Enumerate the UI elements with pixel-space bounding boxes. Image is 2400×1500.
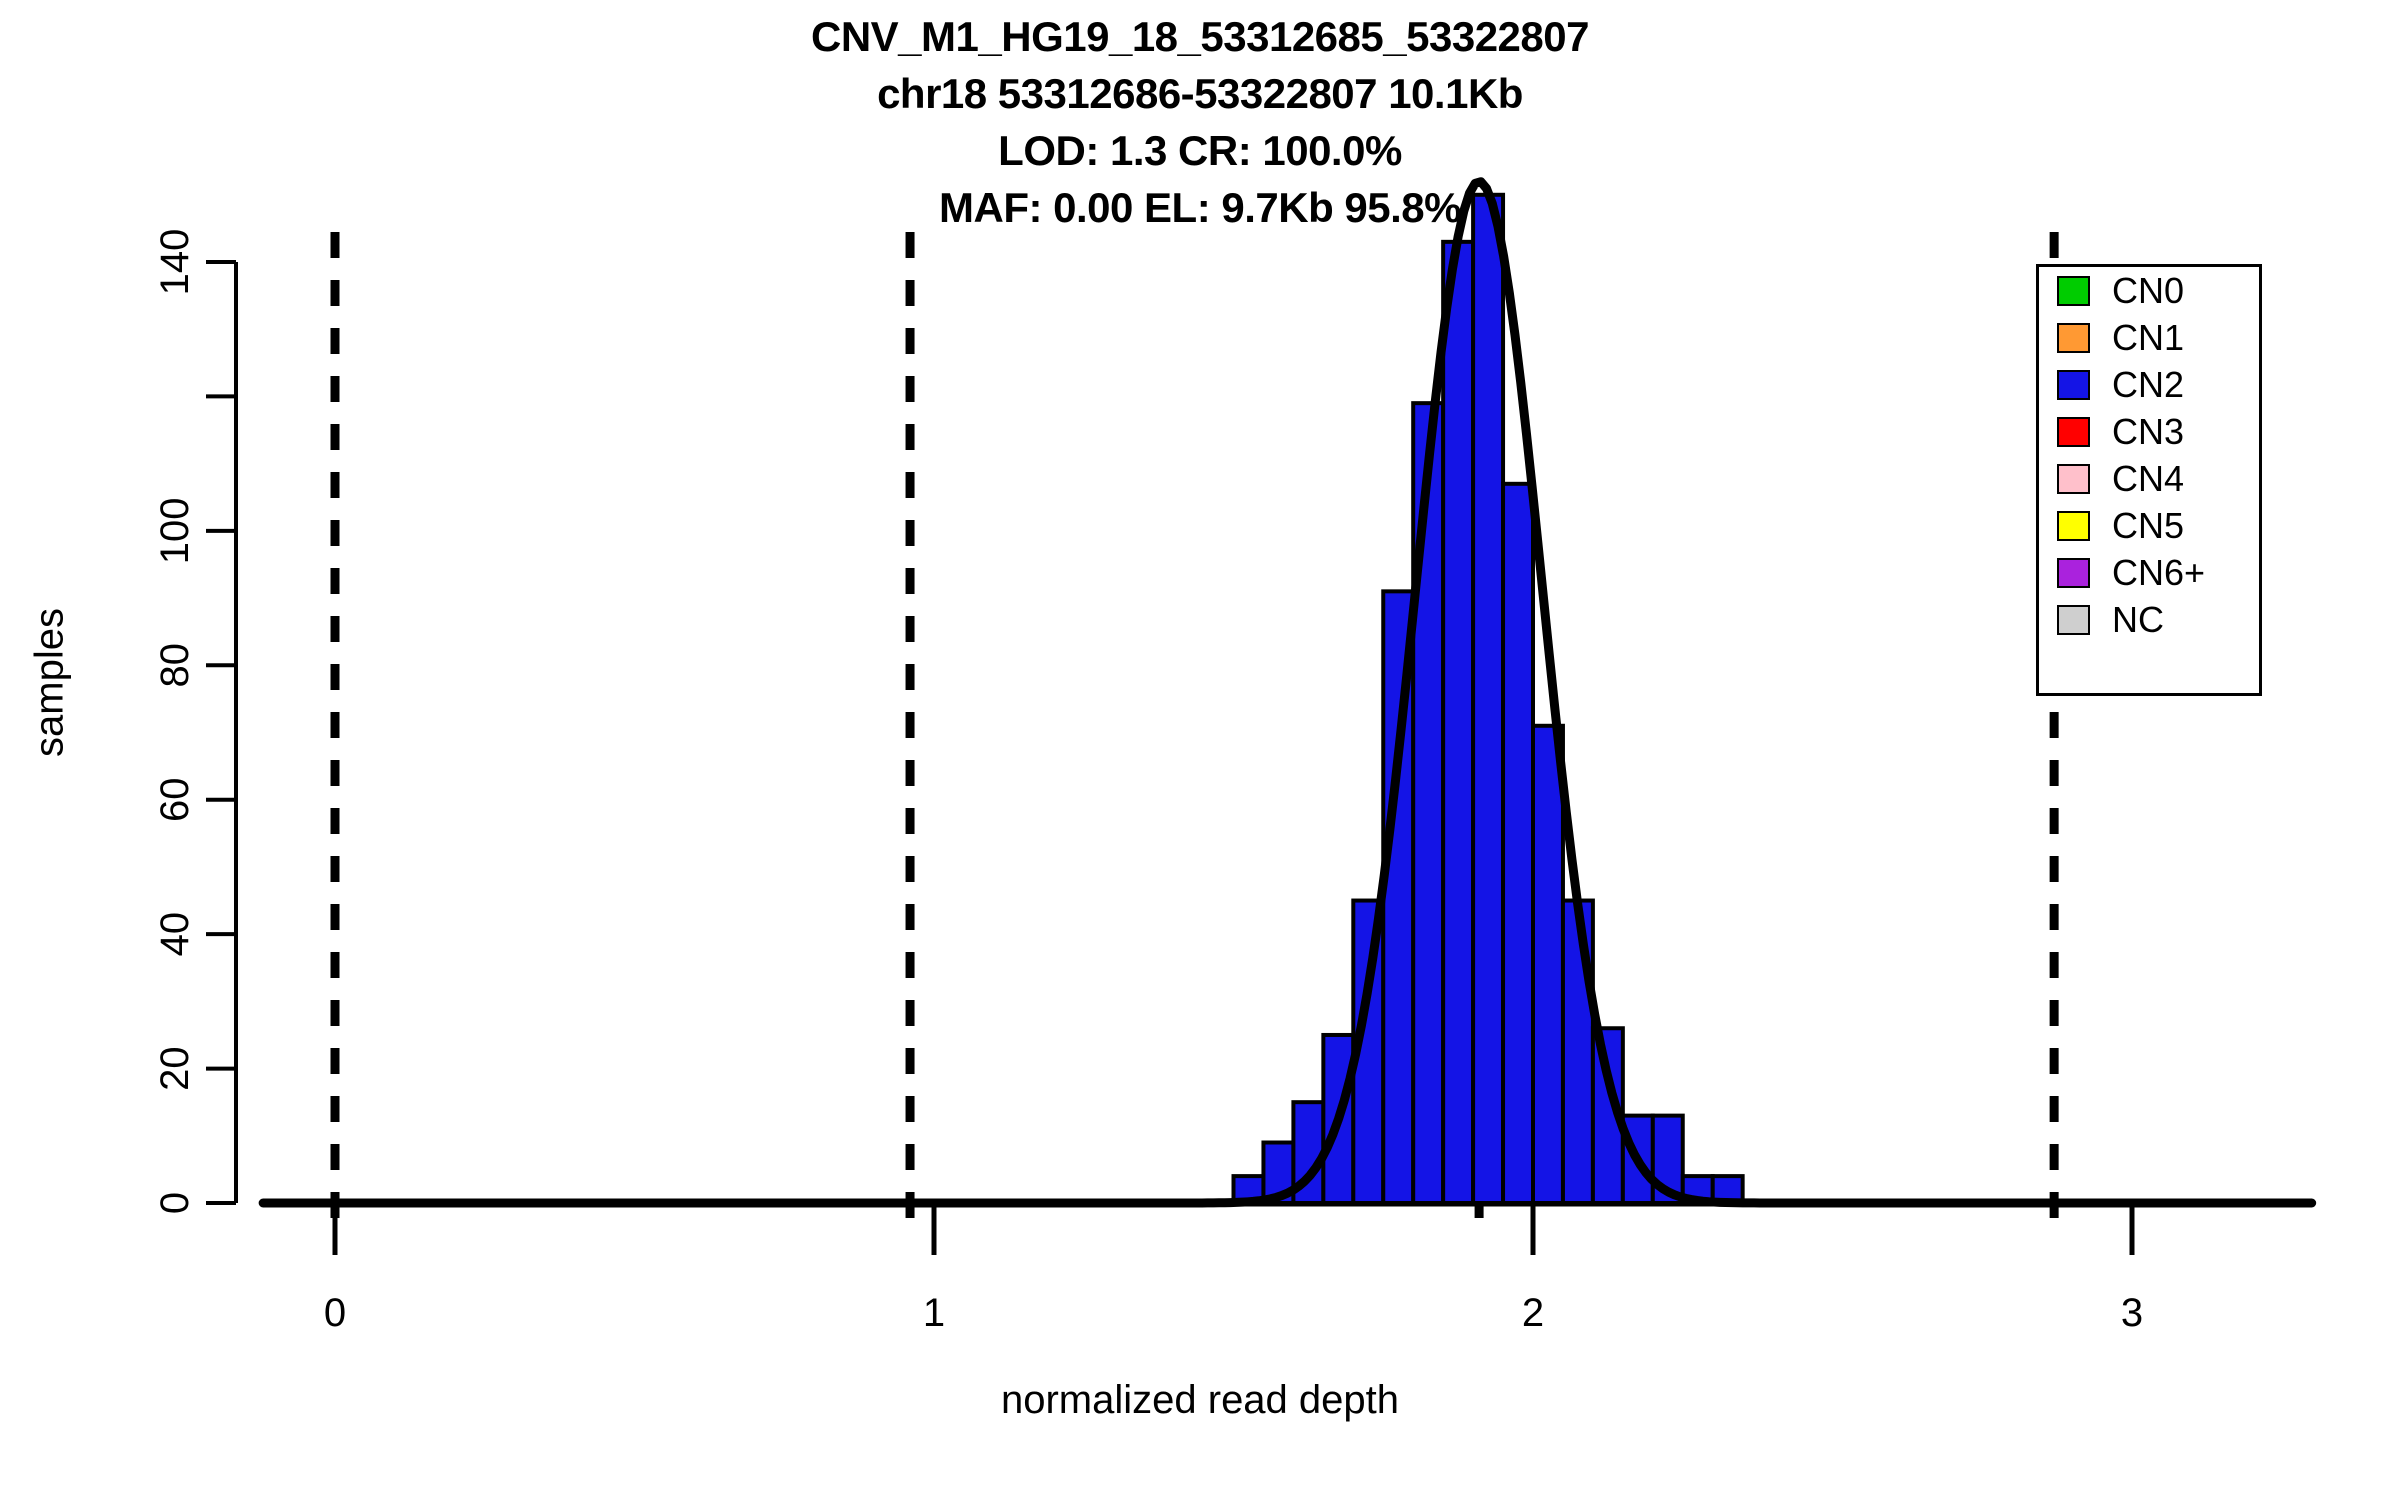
y-tick-label: 100 [153,497,197,564]
histogram-bars [1231,192,1745,1206]
legend-item-cn1: CN1 [2039,314,2259,361]
legend-item-cn3: CN3 [2039,408,2259,455]
histogram-bar [1471,192,1506,1206]
y-tick-label: 40 [153,912,197,957]
legend-label: CN1 [2112,316,2185,358]
legend-label: CN2 [2112,363,2185,405]
legend-item-cn2: CN2 [2039,361,2259,408]
plot-title-block: CNV_M1_HG19_18_53312685_53322807 chr18 5… [0,8,2400,236]
title-line-4: MAF: 0.00 EL: 9.7Kb 95.8% [939,184,1462,231]
x-tick-label: 0 [324,1291,346,1335]
legend-item-nc: NC [2039,596,2259,643]
title-line-3: LOD: 1.3 CR: 100.0% [998,127,1402,174]
legend-item-cn4: CN4 [2039,455,2259,502]
legend-swatch-icon [2057,322,2090,353]
legend-label: CN0 [2112,269,2185,311]
legend: CN0 CN1 CN2 CN3 CN4 CN5 CN6+ NC [2036,264,2262,696]
legend-label: NC [2112,598,2164,640]
x-tick-label: 3 [2121,1291,2143,1335]
title-line-1: CNV_M1_HG19_18_53312685_53322807 [811,13,1589,60]
x-axis-label: normalized read depth [1000,1378,1400,1422]
fitted-density-curve [258,177,2317,1208]
legend-swatch-icon [2057,463,2090,494]
x-tick-label: 2 [1522,1291,1544,1335]
legend-item-cn6plus: CN6+ [2039,549,2259,596]
legend-swatch-icon [2057,510,2090,541]
legend-item-cn0: CN0 [2039,267,2259,314]
title-line-2: chr18 53312686-53322807 10.1Kb [877,70,1523,117]
legend-item-cn5: CN5 [2039,502,2259,549]
legend-swatch-icon [2057,557,2090,588]
y-tick-label: 0 [153,1192,197,1214]
legend-label: CN5 [2112,504,2185,546]
histogram-bar [1531,723,1565,1205]
histogram-bar [1441,239,1476,1206]
y-tick-label: 60 [153,777,197,822]
histogram-bar [1501,481,1536,1205]
histogram-bar [1560,898,1595,1205]
y-tick-label: 20 [153,1046,197,1091]
x-tick-label: 1 [923,1291,945,1335]
histogram-bar [1411,401,1446,1205]
y-tick-label: 80 [153,643,197,688]
legend-swatch-icon [2057,275,2090,306]
legend-label: CN3 [2112,410,2185,452]
legend-rows: CN0 CN1 CN2 CN3 CN4 CN5 CN6+ NC [2039,267,2259,643]
y-tick-label: 140 [153,229,197,296]
legend-swatch-icon [2057,416,2090,447]
legend-label: CN4 [2112,457,2185,499]
legend-swatch-icon [2057,604,2090,635]
legend-label: CN6+ [2112,551,2206,593]
legend-swatch-icon [2057,369,2090,400]
